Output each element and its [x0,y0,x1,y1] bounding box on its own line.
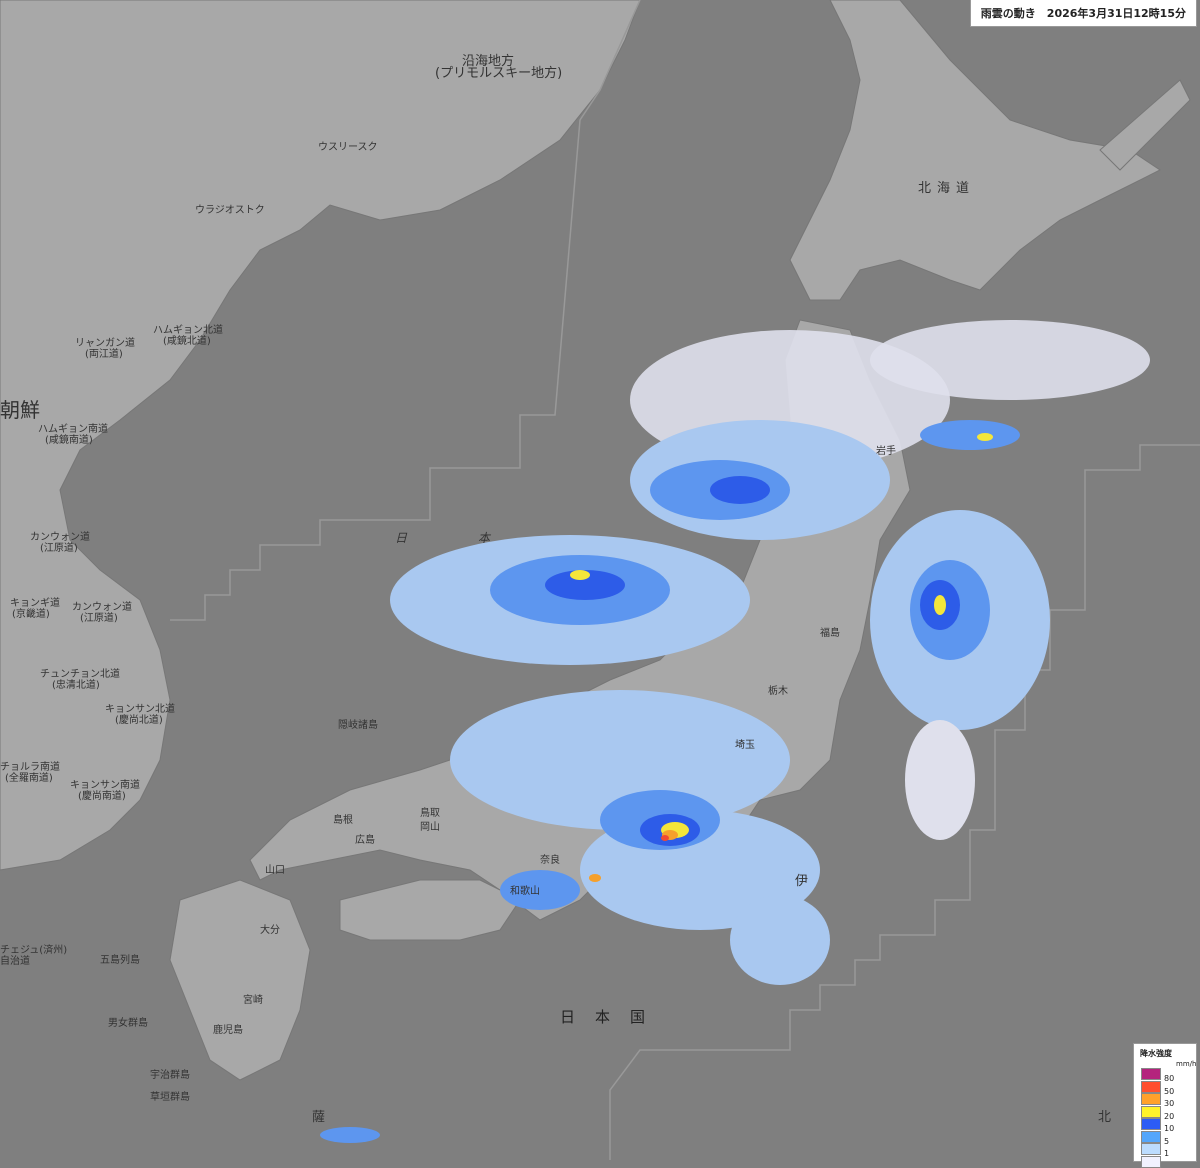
map-label-miyazaki: 宮崎 [243,995,263,1006]
map-label-ussuriysk: ウスリースク [318,142,378,153]
rain-5 [500,870,580,910]
legend-value: 30 [1164,1099,1175,1108]
map-label-gyeongnam: キョンサン南道 [70,780,140,791]
legend-swatch [1141,1118,1161,1130]
map-label-gangwon-n-sub: (江原道) [40,543,78,554]
map-label-gyeonggi: キョンギ道 [10,598,60,609]
map-label-gangwon-s-sub: (江原道) [80,613,118,624]
land-shikoku [339,879,521,941]
map-label-korea: 朝鮮 [0,398,40,422]
rain-1 [730,895,830,985]
map-label-shimane: 島根 [333,815,353,826]
map-label-izu: 伊 [795,874,809,889]
legend-value: 20 [1164,1111,1175,1121]
legend-swatch [1141,1093,1161,1105]
map-label-uji: 宇治群島 [150,1070,190,1081]
map-label-saitama: 埼玉 [735,740,755,751]
rain-1 [450,690,790,830]
map-label-ryanggang-sub: (両江道) [85,349,123,360]
map-label-gangwon-s: カンウォン道 [72,602,132,613]
map-label-chungbuk: チュンチョン北道 [40,669,120,680]
map-label-sea-1: 日 [395,531,408,545]
legend-value: 5 [1164,1136,1170,1146]
map-label-goto: 五島列島 [100,955,140,966]
radar-range-boundary [170,0,641,621]
map-label-kusagaki: 草垣群島 [150,1092,190,1103]
map-label-primorsky: 沿海地方 [462,54,515,69]
map-label-tottori: 鳥取 [420,808,440,819]
map-label-hiroshima: 広島 [355,835,375,846]
precipitation-legend: 降水強度 mm/h 80 50 30 20 10 5 1 [1133,1043,1197,1168]
rain-20 [570,570,590,580]
rain-1 [905,720,975,840]
map-label-okayama: 岡山 [420,822,440,833]
map-label-gyeonggi-sub: (京畿道) [12,609,50,620]
rain-5 [320,1127,380,1143]
map-label-nansei: 薩 [312,1110,326,1125]
rain-50 [661,835,669,841]
map-label-wakayama: 和歌山 [510,886,540,897]
map-label-yamaguchi: 山口 [265,865,285,876]
map-label-danjo: 男女群島 [108,1018,148,1029]
map-label-iwate: 岩手 [876,446,896,457]
legend-title: 降水強度 [1140,1049,1172,1058]
legend-value: 80 [1164,1074,1175,1083]
map-label-vladivostok: ウラジオストク [195,205,265,216]
map-label-nara: 奈良 [540,855,560,866]
map-label-oki: 隠岐諸島 [338,720,378,731]
legend-unit: mm/h [1176,1060,1197,1068]
map-label-north: 北 [1098,1110,1112,1125]
land-kuril [1099,79,1191,171]
map-label-gyeongbuk-sub: (慶尚北道) [115,715,163,726]
map-label-hamgyong-n: ハムギョン北道 [153,325,223,336]
rain-20 [934,595,946,615]
rain-30 [589,874,601,882]
map-label-hokkaido: 北海道 [918,181,976,196]
radar-range-boundary-east [609,444,1200,1160]
legend-swatch [1141,1143,1161,1155]
legend-swatch [1141,1155,1161,1168]
map-title: 雨雲の動き 2026年3月31日12時15分 [969,0,1197,27]
map-label-japan: 日本国 [560,1008,666,1026]
map-label-jeonnam-sub: (全羅南道) [5,773,53,784]
rain-10 [545,570,625,600]
map-label-gangwon-n: カンウォン道 [30,532,90,543]
map-label-tochigi: 栃木 [768,686,788,697]
map-label-kagoshima: 鹿児島 [213,1025,243,1036]
land-hokkaido [789,0,1161,301]
map-label-chungbuk-sub: (忠清北道) [52,680,100,691]
legend-value: 50 [1164,1086,1175,1096]
legend-swatch [1141,1105,1161,1118]
map-label-sea-2: 本 [478,531,491,545]
map-label-gyeongnam-sub: (慶尚南道) [78,791,126,802]
rain-10 [710,476,770,504]
map-label-jeju-sub: 自治道 [0,956,30,967]
map-label-hamgyong-n-sub: (咸鏡北道) [163,336,211,347]
map-label-fukushima: 福島 [820,628,840,639]
map-label-ryanggang: リャンガン道 [75,338,135,349]
legend-value: 1 [1164,1149,1170,1158]
map-label-gyeongbuk: キョンサン北道 [105,704,175,715]
legend-swatch [1141,1080,1161,1093]
rain-20 [977,433,993,441]
map-label-jeonnam: チョルラ南道 [0,762,60,773]
land-kyushu [169,879,311,1081]
map-label-primorsky-sub: (プリモルスキー地方) [435,66,563,81]
map-label-oita: 大分 [260,925,280,936]
rain-layer [320,320,1150,1143]
legend-swatch [1141,1068,1161,1080]
legend-value: 10 [1164,1124,1175,1133]
legend-swatch [1141,1130,1161,1143]
map-label-hamgyong-s-sub: (咸鏡南道) [45,435,93,446]
land-mainland-asia [0,0,641,871]
rain-5 [920,420,1020,450]
map-label-hamgyong-s: ハムギョン南道 [38,424,108,435]
map-label-jeju: チェジュ(済州) [0,945,68,956]
